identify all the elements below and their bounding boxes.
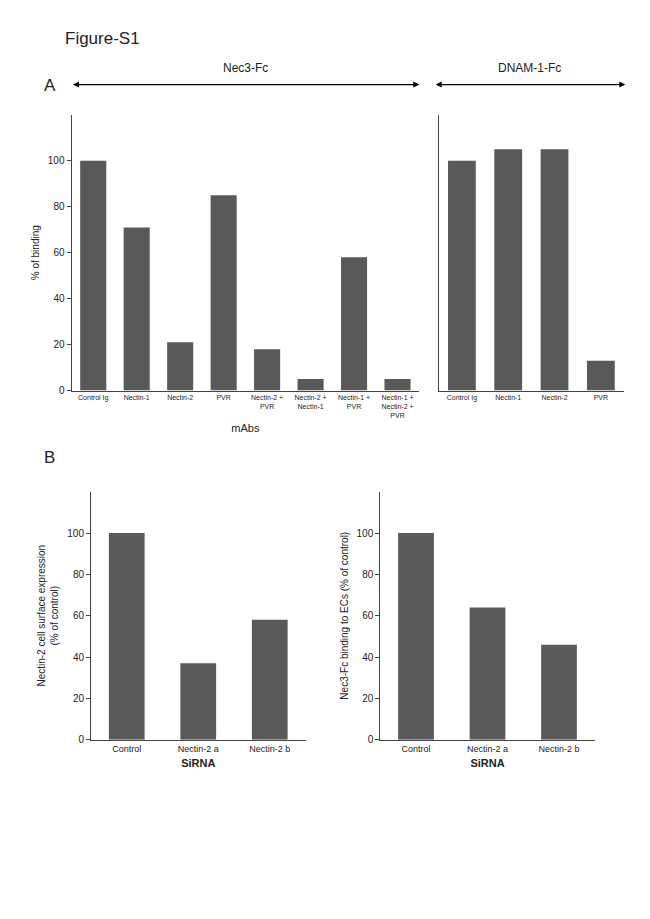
svg-text:Nectin-2 a: Nectin-2 a <box>467 744 508 754</box>
svg-text:40: 40 <box>73 652 85 663</box>
svg-text:80: 80 <box>73 569 85 580</box>
svg-text:mAbs: mAbs <box>231 422 260 434</box>
svg-text:60: 60 <box>362 610 374 621</box>
svg-text:40: 40 <box>53 293 65 304</box>
svg-text:Control Ig: Control Ig <box>78 394 108 402</box>
svg-text:SiRNA: SiRNA <box>181 757 215 769</box>
svg-text:0: 0 <box>78 734 84 745</box>
svg-text:80: 80 <box>53 201 65 212</box>
svg-text:Nectin-1 +Nectin-2 +PVR: Nectin-1 +Nectin-2 +PVR <box>381 394 413 419</box>
svg-text:Nectin-1: Nectin-1 <box>124 394 150 401</box>
svg-text:40: 40 <box>362 652 374 663</box>
svg-text:B: B <box>44 448 55 467</box>
svg-text:Nectin-2 +Nectin-1: Nectin-2 +Nectin-1 <box>295 394 327 410</box>
svg-text:Control Ig: Control Ig <box>447 394 477 402</box>
svg-text:PVR: PVR <box>216 394 230 401</box>
svg-text:SiRNA: SiRNA <box>470 757 504 769</box>
svg-text:A: A <box>44 76 56 95</box>
svg-text:Nectin-1 +PVR: Nectin-1 +PVR <box>338 394 370 410</box>
svg-text:60: 60 <box>73 610 85 621</box>
svg-text:100: 100 <box>357 528 374 539</box>
svg-text:Figure-S1: Figure-S1 <box>65 29 140 48</box>
svg-text:60: 60 <box>53 247 65 258</box>
svg-text:Nectin-2 b: Nectin-2 b <box>249 744 290 754</box>
svg-text:80: 80 <box>362 569 374 580</box>
svg-text:0: 0 <box>368 734 374 745</box>
svg-text:Nectin-2: Nectin-2 <box>541 394 567 401</box>
svg-text:Nectin-1: Nectin-1 <box>495 394 521 401</box>
svg-text:Control: Control <box>401 744 430 754</box>
svg-text:100: 100 <box>67 528 84 539</box>
svg-text:100: 100 <box>48 155 65 166</box>
svg-text:Control: Control <box>112 744 141 754</box>
svg-text:% of binding: % of binding <box>30 225 41 280</box>
svg-text:Nectin-2 b: Nectin-2 b <box>538 744 579 754</box>
svg-text:20: 20 <box>73 693 85 704</box>
svg-text:Nec3-Fc binding to ECs (% of c: Nec3-Fc binding to ECs (% of control) <box>339 532 350 700</box>
svg-text:PVR: PVR <box>594 394 608 401</box>
svg-text:Nectin-2 a: Nectin-2 a <box>178 744 219 754</box>
svg-text:Nectin-2: Nectin-2 <box>167 394 193 401</box>
svg-text:Nectin-2 cell surface expressi: Nectin-2 cell surface expression(% of co… <box>36 545 60 687</box>
svg-text:20: 20 <box>362 693 374 704</box>
svg-text:20: 20 <box>53 339 65 350</box>
svg-text:Nec3-Fc: Nec3-Fc <box>223 61 268 75</box>
svg-text:DNAM-1-Fc: DNAM-1-Fc <box>498 61 561 75</box>
svg-text:0: 0 <box>59 385 65 396</box>
svg-text:Nectin-2 +PVR: Nectin-2 +PVR <box>251 394 283 410</box>
